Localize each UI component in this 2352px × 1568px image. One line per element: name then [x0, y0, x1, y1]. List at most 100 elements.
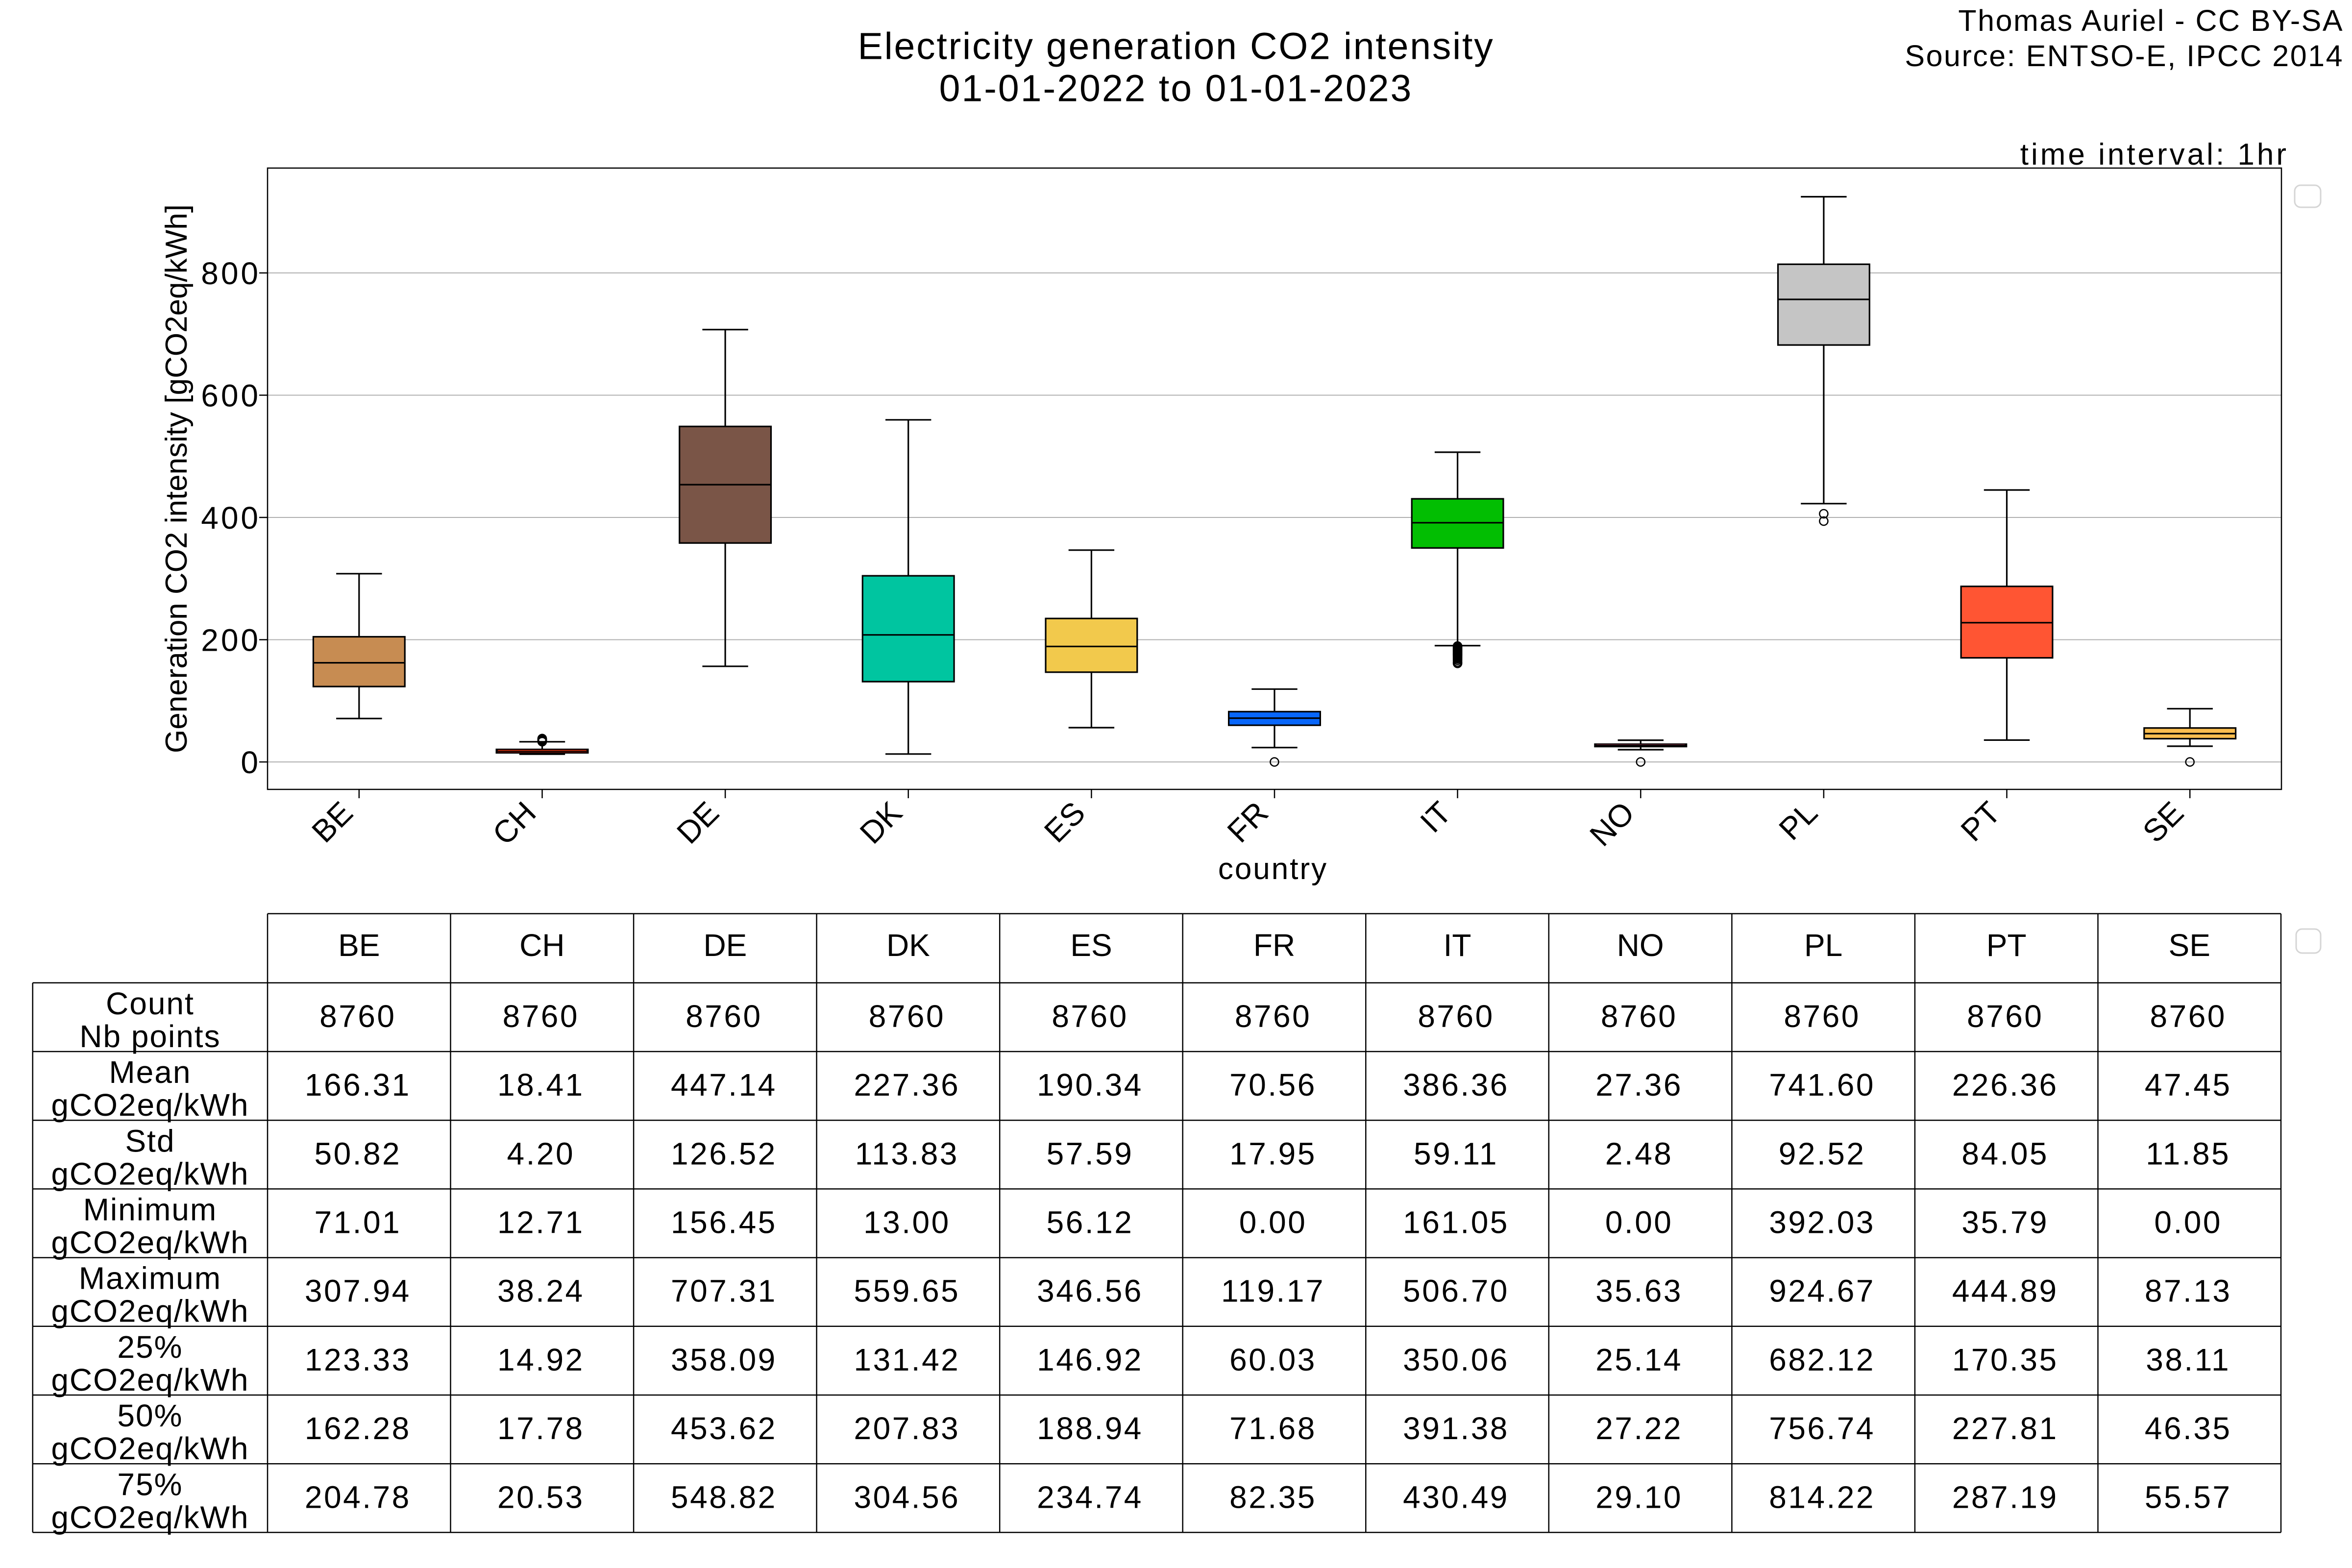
svg-text:814.22: 814.22 — [1769, 1479, 1875, 1515]
svg-text:14.92: 14.92 — [497, 1342, 585, 1377]
svg-text:0: 0 — [241, 745, 261, 780]
svg-text:207.83: 207.83 — [854, 1411, 960, 1446]
svg-text:188.94: 188.94 — [1037, 1411, 1143, 1446]
svg-text:13.00: 13.00 — [863, 1205, 951, 1240]
svg-text:CH: CH — [519, 928, 564, 963]
svg-text:756.74: 756.74 — [1769, 1411, 1875, 1446]
svg-text:FR: FR — [1253, 928, 1295, 963]
svg-text:126.52: 126.52 — [671, 1136, 777, 1171]
svg-text:8760: 8760 — [2150, 999, 2227, 1034]
svg-text:18.41: 18.41 — [497, 1067, 585, 1102]
svg-text:119.17: 119.17 — [1221, 1274, 1325, 1309]
svg-text:8760: 8760 — [1418, 999, 1494, 1034]
svg-text:PT: PT — [1986, 928, 2027, 963]
svg-text:0.00: 0.00 — [2154, 1205, 2222, 1240]
svg-text:PL: PL — [1804, 928, 1842, 963]
svg-text:29.10: 29.10 — [1595, 1479, 1683, 1515]
svg-text:166.31: 166.31 — [305, 1067, 411, 1102]
svg-text:161.05: 161.05 — [1403, 1205, 1509, 1240]
svg-text:11.85: 11.85 — [2146, 1136, 2230, 1171]
svg-text:8760: 8760 — [1601, 999, 1677, 1034]
svg-text:146.92: 146.92 — [1037, 1342, 1143, 1377]
svg-text:DK: DK — [886, 928, 930, 963]
svg-text:Maximum: Maximum — [79, 1261, 221, 1296]
svg-text:27.36: 27.36 — [1595, 1067, 1683, 1102]
svg-text:gCO2eq/kWh: gCO2eq/kWh — [51, 1431, 249, 1466]
svg-text:Thomas Auriel - CC BY-SA: Thomas Auriel - CC BY-SA — [1958, 4, 2344, 37]
svg-text:BE: BE — [338, 928, 380, 963]
svg-text:38.11: 38.11 — [2146, 1342, 2230, 1377]
svg-text:gCO2eq/kWh: gCO2eq/kWh — [51, 1362, 249, 1397]
svg-text:Std: Std — [125, 1123, 175, 1158]
svg-text:800: 800 — [201, 256, 261, 291]
svg-text:8760: 8760 — [503, 999, 579, 1034]
svg-text:156.45: 156.45 — [671, 1205, 777, 1240]
svg-text:741.60: 741.60 — [1769, 1067, 1875, 1102]
svg-text:391.38: 391.38 — [1403, 1411, 1509, 1446]
svg-text:226.36: 226.36 — [1952, 1067, 2058, 1102]
svg-text:gCO2eq/kWh: gCO2eq/kWh — [51, 1294, 249, 1329]
svg-text:46.35: 46.35 — [2145, 1411, 2232, 1446]
svg-text:707.31: 707.31 — [671, 1274, 777, 1309]
svg-text:346.56: 346.56 — [1037, 1274, 1143, 1309]
svg-text:DE: DE — [703, 928, 747, 963]
svg-text:71.01: 71.01 — [314, 1205, 401, 1240]
svg-text:SE: SE — [2169, 928, 2210, 963]
svg-text:57.59: 57.59 — [1047, 1136, 1134, 1171]
svg-text:227.81: 227.81 — [1952, 1411, 2058, 1446]
svg-text:304.56: 304.56 — [854, 1479, 960, 1515]
svg-text:84.05: 84.05 — [1961, 1136, 2049, 1171]
svg-text:gCO2eq/kWh: gCO2eq/kWh — [51, 1499, 249, 1535]
svg-text:gCO2eq/kWh: gCO2eq/kWh — [51, 1225, 249, 1260]
svg-text:506.70: 506.70 — [1403, 1274, 1509, 1309]
svg-text:386.36: 386.36 — [1403, 1067, 1509, 1102]
svg-text:548.82: 548.82 — [671, 1479, 777, 1515]
svg-text:131.42: 131.42 — [854, 1342, 960, 1377]
svg-text:430.49: 430.49 — [1403, 1479, 1509, 1515]
svg-text:71.68: 71.68 — [1229, 1411, 1317, 1446]
svg-text:75%: 75% — [117, 1467, 183, 1502]
svg-text:400: 400 — [201, 500, 261, 536]
svg-text:227.36: 227.36 — [854, 1067, 960, 1102]
svg-text:204.78: 204.78 — [305, 1479, 411, 1515]
svg-text:70.56: 70.56 — [1229, 1067, 1317, 1102]
svg-text:Minimum: Minimum — [83, 1192, 218, 1227]
svg-text:92.52: 92.52 — [1779, 1136, 1866, 1171]
svg-text:35.79: 35.79 — [1961, 1205, 2049, 1240]
svg-text:444.89: 444.89 — [1952, 1274, 2058, 1309]
svg-text:600: 600 — [201, 378, 261, 414]
svg-text:234.74: 234.74 — [1037, 1479, 1143, 1515]
svg-text:0.00: 0.00 — [1605, 1205, 1673, 1240]
svg-text:60.03: 60.03 — [1229, 1342, 1317, 1377]
svg-text:8760: 8760 — [319, 999, 396, 1034]
svg-text:8760: 8760 — [869, 999, 945, 1034]
svg-text:ES: ES — [1070, 928, 1112, 963]
svg-text:50.82: 50.82 — [314, 1136, 401, 1171]
svg-text:50%: 50% — [117, 1398, 183, 1433]
svg-text:8760: 8760 — [1784, 999, 1860, 1034]
svg-text:01-01-2022 to 01-01-2023: 01-01-2022 to 01-01-2023 — [939, 68, 1413, 110]
svg-text:47.45: 47.45 — [2145, 1067, 2232, 1102]
svg-text:Source: ENTSO-E, IPCC 2014: Source: ENTSO-E, IPCC 2014 — [1905, 39, 2344, 73]
svg-text:gCO2eq/kWh: gCO2eq/kWh — [51, 1087, 249, 1123]
svg-text:170.35: 170.35 — [1952, 1342, 2058, 1377]
svg-text:8760: 8760 — [1967, 999, 2043, 1034]
svg-text:59.11: 59.11 — [1414, 1136, 1498, 1171]
svg-text:87.13: 87.13 — [2145, 1274, 2232, 1309]
svg-text:2.48: 2.48 — [1605, 1136, 1673, 1171]
svg-text:38.24: 38.24 — [497, 1274, 585, 1309]
svg-text:25.14: 25.14 — [1595, 1342, 1683, 1377]
svg-text:55.57: 55.57 — [2145, 1479, 2232, 1515]
svg-text:453.62: 453.62 — [671, 1411, 777, 1446]
svg-text:200: 200 — [201, 623, 261, 658]
svg-text:307.94: 307.94 — [305, 1274, 411, 1309]
svg-text:12.71: 12.71 — [497, 1205, 585, 1240]
svg-text:8760: 8760 — [1235, 999, 1311, 1034]
svg-text:682.12: 682.12 — [1769, 1342, 1875, 1377]
svg-text:82.35: 82.35 — [1229, 1479, 1317, 1515]
svg-text:27.22: 27.22 — [1595, 1411, 1683, 1446]
svg-text:559.65: 559.65 — [854, 1274, 960, 1309]
svg-text:35.63: 35.63 — [1595, 1274, 1683, 1309]
svg-text:358.09: 358.09 — [671, 1342, 777, 1377]
svg-text:Mean: Mean — [109, 1054, 191, 1090]
